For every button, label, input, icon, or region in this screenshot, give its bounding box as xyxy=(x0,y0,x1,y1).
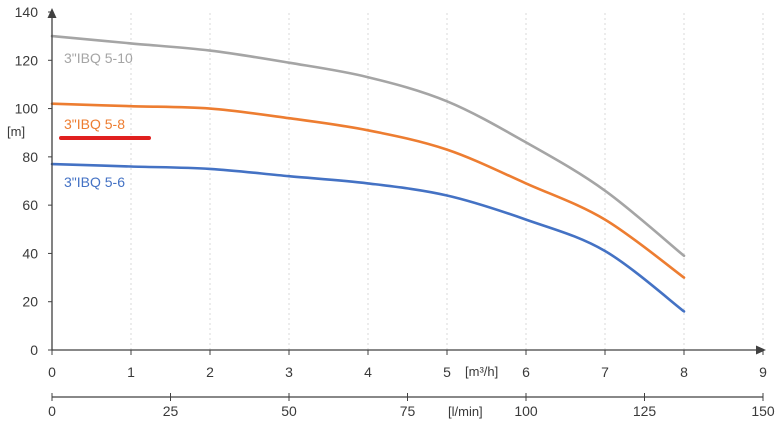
x-tick-label-m3h: 5 xyxy=(443,364,451,380)
x-tick-labels-m3h: 0 1 2 3 4 5 6 7 8 9 xyxy=(48,350,767,380)
y-tick-label: 100 xyxy=(15,101,39,117)
x-axis-lmin-unit-label: [l/min] xyxy=(448,404,483,419)
y-tick-labels: 0 20 40 60 80 100 120 140 xyxy=(15,4,52,358)
x-tick-label-m3h: 7 xyxy=(601,364,609,380)
x-tick-label-lmin: 75 xyxy=(400,403,416,419)
series-line-1 xyxy=(50,102,686,279)
x-tick-labels-lmin: 0 25 50 75 100 125 150 xyxy=(48,393,775,419)
x-unit-lmin-backdrop xyxy=(444,401,506,421)
grid-lines xyxy=(130,12,764,350)
series-label-ibq-5-10: 3"IBQ 5-10 xyxy=(64,50,133,66)
x-tick-label-lmin: 100 xyxy=(514,403,538,419)
x-axis-m3h-arrow xyxy=(756,345,766,355)
series-line-0 xyxy=(50,34,686,258)
x-tick-label-m3h: 9 xyxy=(759,364,767,380)
x-unit-m3h-backdrop xyxy=(462,360,516,380)
x-tick-label-lmin: 0 xyxy=(48,403,56,419)
x-tick-label-m3h: 3 xyxy=(285,364,293,380)
series-lines xyxy=(50,34,686,313)
x-tick-label-m3h: 4 xyxy=(364,364,372,380)
y-tick-label: 140 xyxy=(15,4,39,20)
x-tick-label-lmin: 125 xyxy=(633,403,657,419)
y-axis-unit-label: [m] xyxy=(7,124,25,139)
series-label-ibq-5-8: 3"IBQ 5-8 xyxy=(64,116,125,132)
y-tick-label: 20 xyxy=(22,294,38,310)
x-axis-m3h-unit-label: [m³/h] xyxy=(465,364,498,379)
series-label-ibq-5-6: 3"IBQ 5-6 xyxy=(64,174,125,190)
y-axis-arrow xyxy=(47,8,57,18)
x-tick-label-m3h: 6 xyxy=(522,364,530,380)
y-tick-label: 0 xyxy=(30,342,38,358)
series-line-2 xyxy=(50,162,686,313)
y-tick-label: 40 xyxy=(22,245,38,261)
x-tick-label-lmin: 50 xyxy=(281,403,297,419)
x-tick-label-lmin: 150 xyxy=(751,403,775,419)
x-tick-label-m3h: 8 xyxy=(680,364,688,380)
y-tick-label: 80 xyxy=(22,149,38,165)
y-tick-label: 120 xyxy=(15,52,39,68)
x-tick-label-m3h: 0 xyxy=(48,364,56,380)
x-tick-label-m3h: 2 xyxy=(206,364,214,380)
y-tick-label: 60 xyxy=(22,197,38,213)
x-tick-label-m3h: 1 xyxy=(127,364,135,380)
x-tick-label-lmin: 25 xyxy=(163,403,179,419)
